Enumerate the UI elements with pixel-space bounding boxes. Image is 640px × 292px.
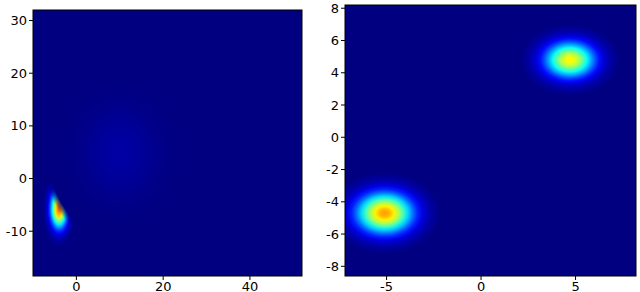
plot-frame	[33, 10, 302, 276]
x-tick-label: 5	[571, 279, 579, 292]
y-tick	[341, 169, 345, 170]
y-tick	[341, 8, 345, 9]
x-tick-label: -5	[380, 279, 393, 292]
x-tick-label: 0	[477, 279, 485, 292]
y-tick-label: -10	[6, 224, 27, 239]
y-tick	[29, 178, 33, 179]
y-tick	[341, 234, 345, 235]
y-tick	[29, 231, 33, 232]
density-group	[42, 57, 198, 247]
y-tick-label: 4	[331, 65, 339, 80]
y-tick	[341, 72, 345, 73]
density-group	[345, 24, 621, 255]
y-tick	[341, 201, 345, 202]
y-tick	[341, 40, 345, 41]
plot-background	[33, 10, 302, 276]
y-tick-label: -4	[326, 194, 339, 209]
plot-frame	[345, 5, 636, 276]
y-tick-label: -2	[326, 162, 339, 177]
y-tick-label: 6	[331, 33, 339, 48]
y-tick-label: 20	[10, 66, 27, 81]
y-tick	[341, 266, 345, 267]
y-tick-label: -6	[326, 227, 339, 242]
figure: 0 20 40 -10 0 10 20 30 -5 0 5 -8 -6 -4 -2 0 2 4 6 8	[0, 0, 640, 292]
y-tick	[341, 105, 345, 106]
y-tick-label: 0	[331, 130, 339, 145]
density-cluster	[42, 57, 198, 247]
y-tick	[29, 125, 33, 126]
y-tick-label: 10	[10, 118, 27, 133]
density-cluster	[519, 24, 621, 97]
y-tick-label: 30	[10, 13, 27, 28]
x-tick-label: 0	[72, 279, 80, 292]
density-cluster	[345, 172, 441, 254]
x-tick-label: 40	[242, 279, 259, 292]
y-tick-label: 0	[19, 171, 27, 186]
y-tick	[29, 73, 33, 74]
y-tick-label: 8	[331, 1, 339, 16]
y-tick	[29, 20, 33, 21]
y-tick	[341, 137, 345, 138]
y-tick-label: 2	[331, 98, 339, 113]
x-tick-label: 20	[155, 279, 172, 292]
y-tick-label: -8	[326, 259, 339, 274]
